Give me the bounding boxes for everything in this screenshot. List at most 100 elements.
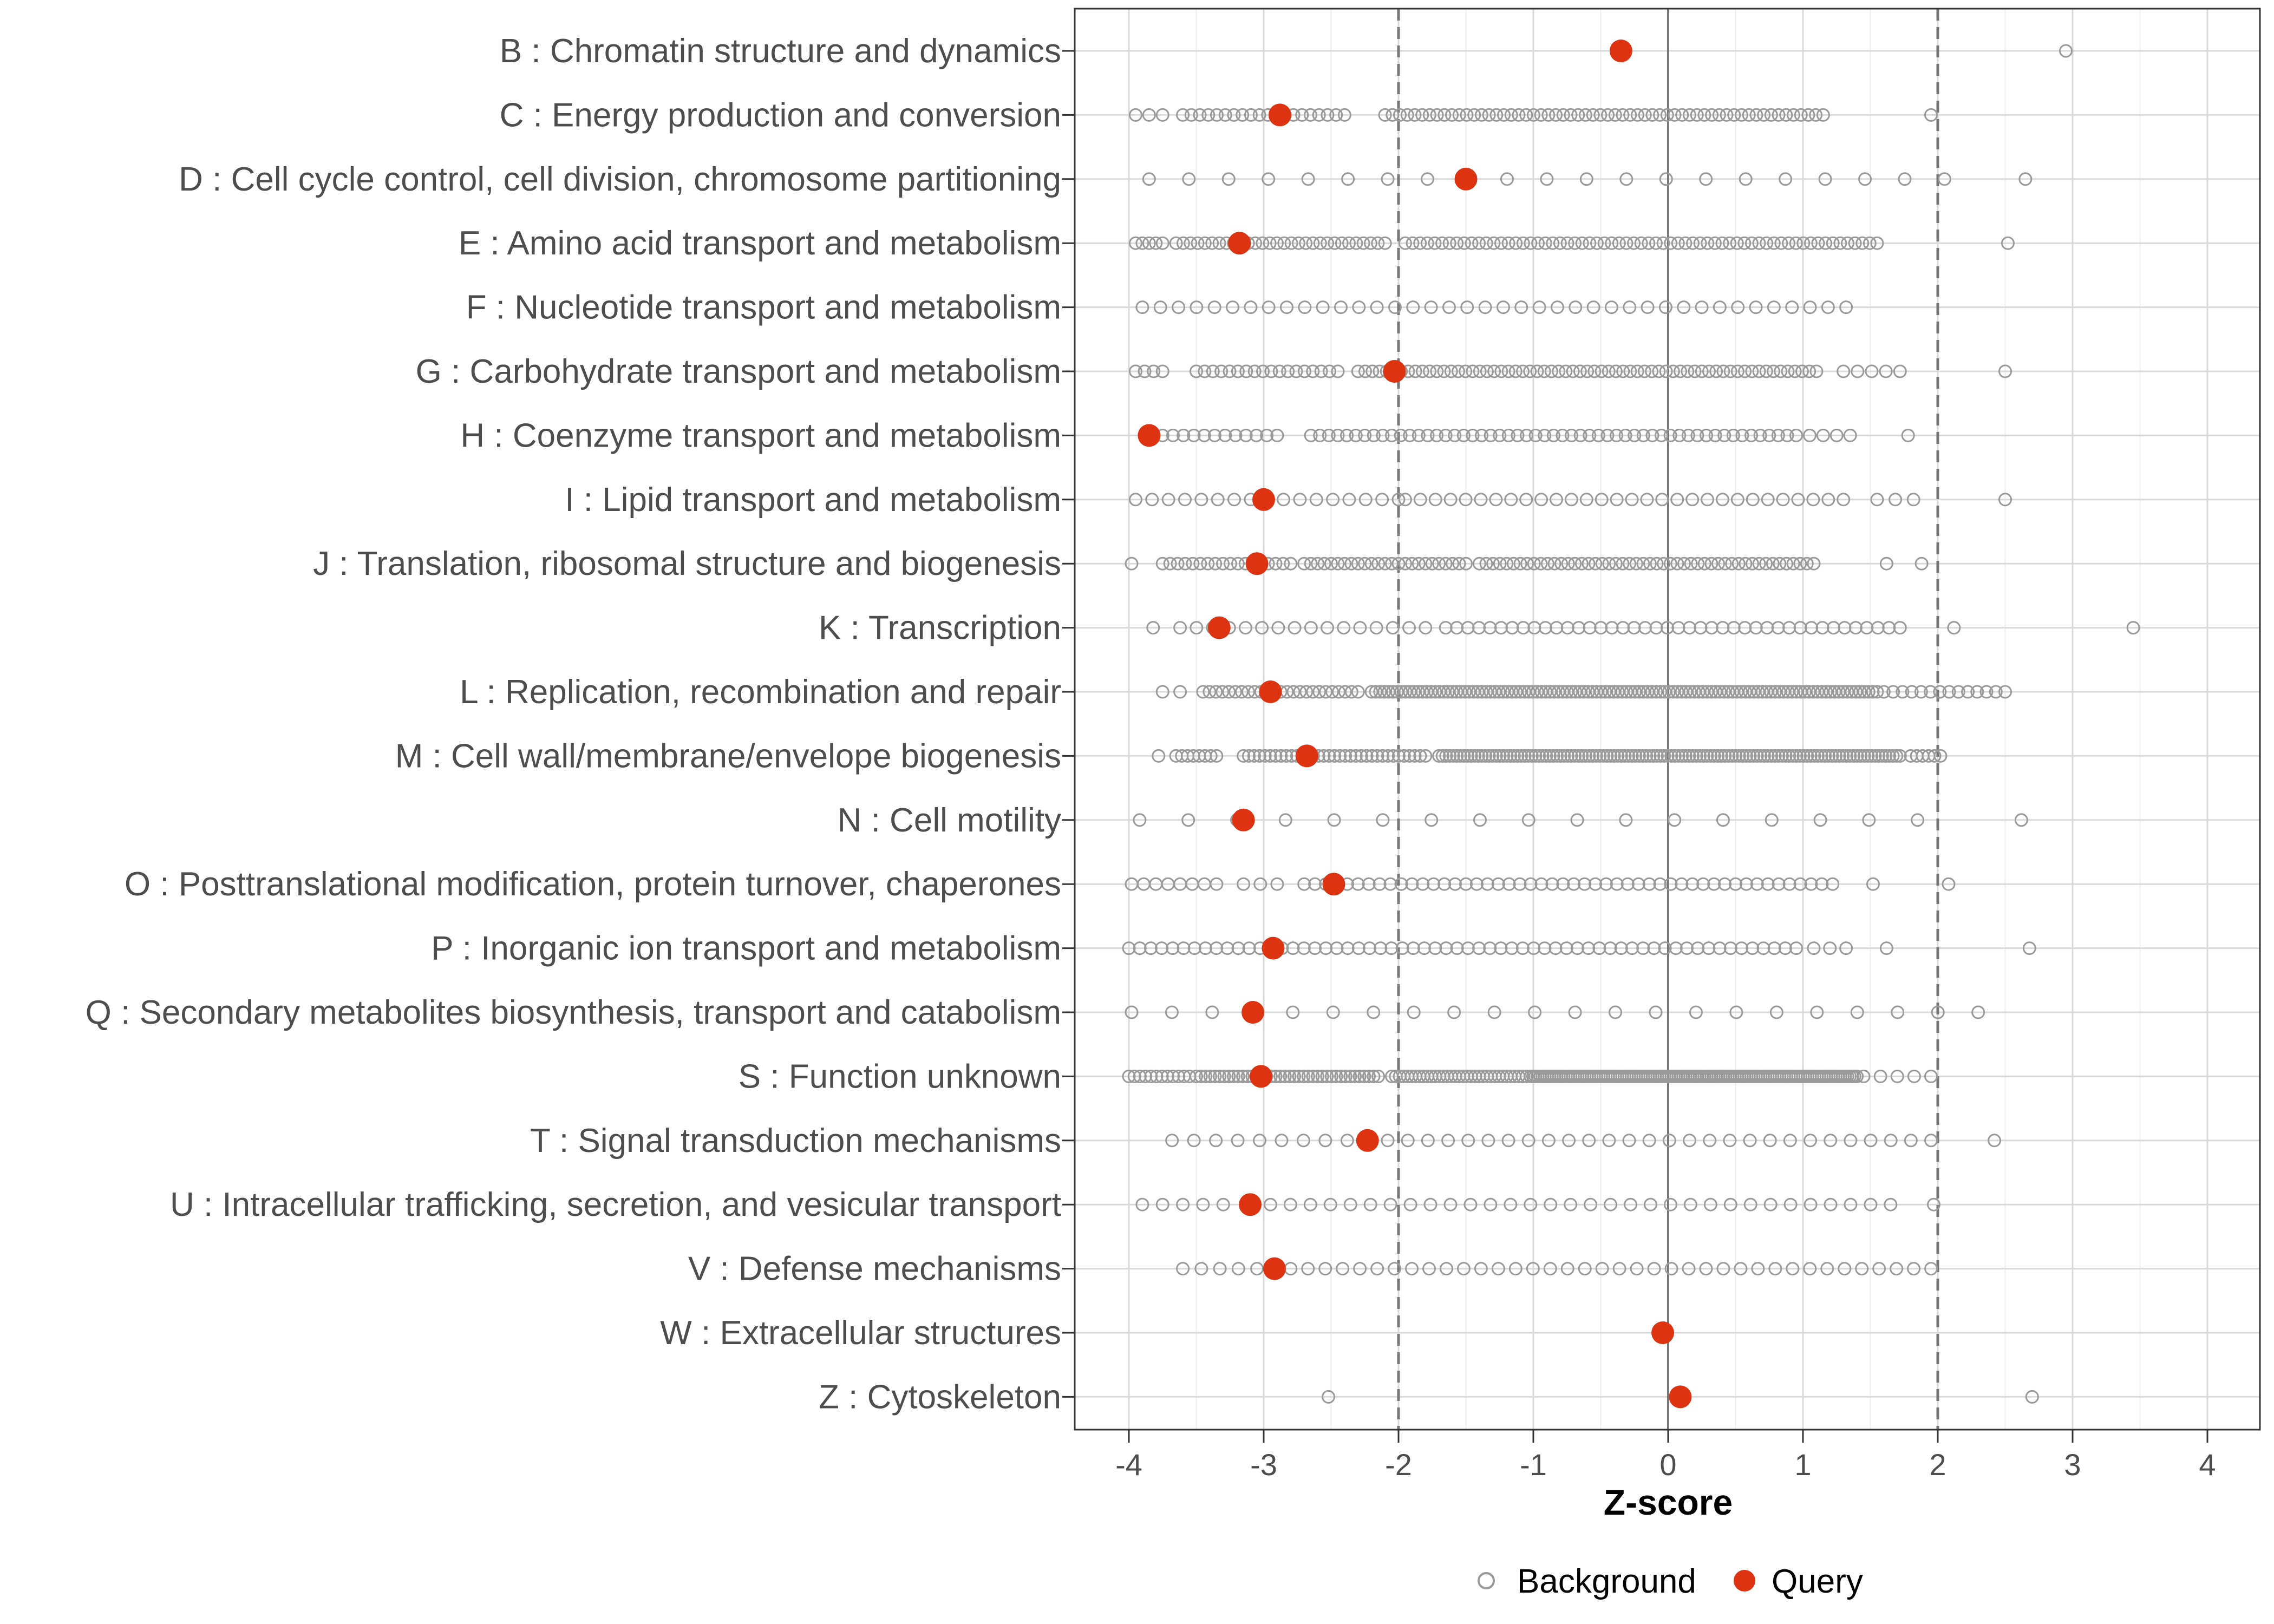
background-point bbox=[1357, 1069, 1371, 1083]
category-label: L : Replication, recombination and repai… bbox=[460, 673, 1061, 711]
category-label: N : Cell motility bbox=[838, 802, 1061, 839]
background-point bbox=[1443, 493, 1458, 507]
background-point bbox=[1340, 1134, 1354, 1148]
background-point bbox=[1415, 364, 1429, 378]
background-point bbox=[1884, 1197, 1898, 1212]
background-point bbox=[1457, 236, 1471, 250]
background-point bbox=[1526, 108, 1540, 122]
background-point bbox=[1826, 621, 1840, 635]
background-point bbox=[1583, 236, 1597, 250]
background-point bbox=[1356, 236, 1370, 250]
background-point bbox=[1324, 556, 1338, 571]
background-point bbox=[1942, 685, 1956, 699]
background-point bbox=[1253, 877, 1267, 891]
background-point bbox=[1381, 1134, 1395, 1148]
background-point bbox=[1670, 493, 1684, 507]
background-point bbox=[1279, 749, 1293, 763]
background-point bbox=[1333, 749, 1347, 763]
background-point bbox=[1527, 941, 1541, 955]
background-point bbox=[1795, 364, 1809, 378]
background-point bbox=[2059, 44, 2073, 58]
background-point bbox=[1669, 941, 1683, 955]
background-point bbox=[1143, 941, 1158, 955]
background-point bbox=[1201, 108, 1216, 122]
background-point bbox=[1838, 1262, 1852, 1276]
background-point bbox=[1637, 364, 1651, 378]
background-point bbox=[1924, 1134, 1938, 1148]
background-point bbox=[1288, 621, 1302, 635]
background-point bbox=[1354, 749, 1368, 763]
background-point bbox=[1664, 749, 1678, 763]
background-point bbox=[1479, 749, 1493, 763]
background-point bbox=[1776, 685, 1791, 699]
background-point bbox=[1653, 877, 1667, 891]
background-point bbox=[1815, 621, 1829, 635]
background-point bbox=[1579, 493, 1593, 507]
background-point bbox=[1750, 749, 1764, 763]
background-point bbox=[1155, 1197, 1169, 1212]
background-point bbox=[1609, 364, 1623, 378]
background-point bbox=[1364, 556, 1378, 571]
background-point bbox=[1590, 236, 1604, 250]
background-point bbox=[1793, 877, 1807, 891]
background-point bbox=[1520, 556, 1534, 571]
background-point bbox=[1568, 556, 1582, 571]
background-point bbox=[1518, 749, 1532, 763]
background-point bbox=[1318, 1262, 1332, 1276]
background-point bbox=[1473, 813, 1487, 827]
background-point bbox=[1388, 1262, 1402, 1276]
background-point bbox=[1492, 685, 1506, 699]
background-point bbox=[1602, 1134, 1616, 1148]
background-point bbox=[1772, 685, 1786, 699]
background-point bbox=[1186, 556, 1200, 571]
background-point bbox=[1343, 1197, 1357, 1212]
background-point bbox=[1590, 685, 1604, 699]
background-point bbox=[1631, 877, 1645, 891]
background-point bbox=[1322, 428, 1336, 442]
background-point bbox=[1811, 236, 1825, 250]
background-point bbox=[1781, 364, 1795, 378]
background-point bbox=[1649, 621, 1663, 635]
background-point bbox=[1508, 364, 1522, 378]
background-point bbox=[1760, 621, 1774, 635]
background-point bbox=[1703, 749, 1717, 763]
background-point bbox=[1729, 877, 1742, 891]
background-point bbox=[1513, 877, 1527, 891]
background-point bbox=[1289, 364, 1303, 378]
background-point bbox=[1746, 493, 1760, 507]
background-point bbox=[1342, 236, 1356, 250]
background-point bbox=[1582, 1134, 1596, 1148]
background-point bbox=[1624, 1197, 1638, 1212]
background-point bbox=[1385, 428, 1399, 442]
background-point bbox=[1466, 364, 1480, 378]
background-point bbox=[1732, 749, 1746, 763]
background-point bbox=[1596, 749, 1610, 763]
background-point bbox=[1668, 108, 1682, 122]
background-point bbox=[1682, 108, 1696, 122]
background-point bbox=[1654, 685, 1668, 699]
background-point bbox=[1209, 685, 1223, 699]
background-point bbox=[1412, 428, 1426, 442]
background-point bbox=[1306, 1069, 1320, 1083]
background-point bbox=[1630, 108, 1644, 122]
background-point bbox=[1501, 236, 1515, 250]
background-point bbox=[1664, 236, 1678, 250]
background-point bbox=[1461, 621, 1475, 635]
background-point bbox=[1500, 685, 1514, 699]
background-point bbox=[1534, 556, 1548, 571]
background-point bbox=[1640, 493, 1654, 507]
background-point bbox=[1616, 108, 1630, 122]
background-point bbox=[1507, 749, 1521, 763]
background-point bbox=[1774, 364, 1788, 378]
background-point bbox=[1187, 428, 1201, 442]
background-point bbox=[1696, 749, 1710, 763]
background-point bbox=[1578, 1262, 1592, 1276]
background-point bbox=[1518, 685, 1532, 699]
background-point bbox=[1306, 364, 1320, 378]
background-point bbox=[1135, 300, 1149, 315]
background-point bbox=[1450, 941, 1464, 955]
background-point bbox=[1734, 685, 1748, 699]
background-point bbox=[1711, 749, 1725, 763]
background-point bbox=[1513, 685, 1527, 699]
background-point bbox=[1886, 685, 1900, 699]
